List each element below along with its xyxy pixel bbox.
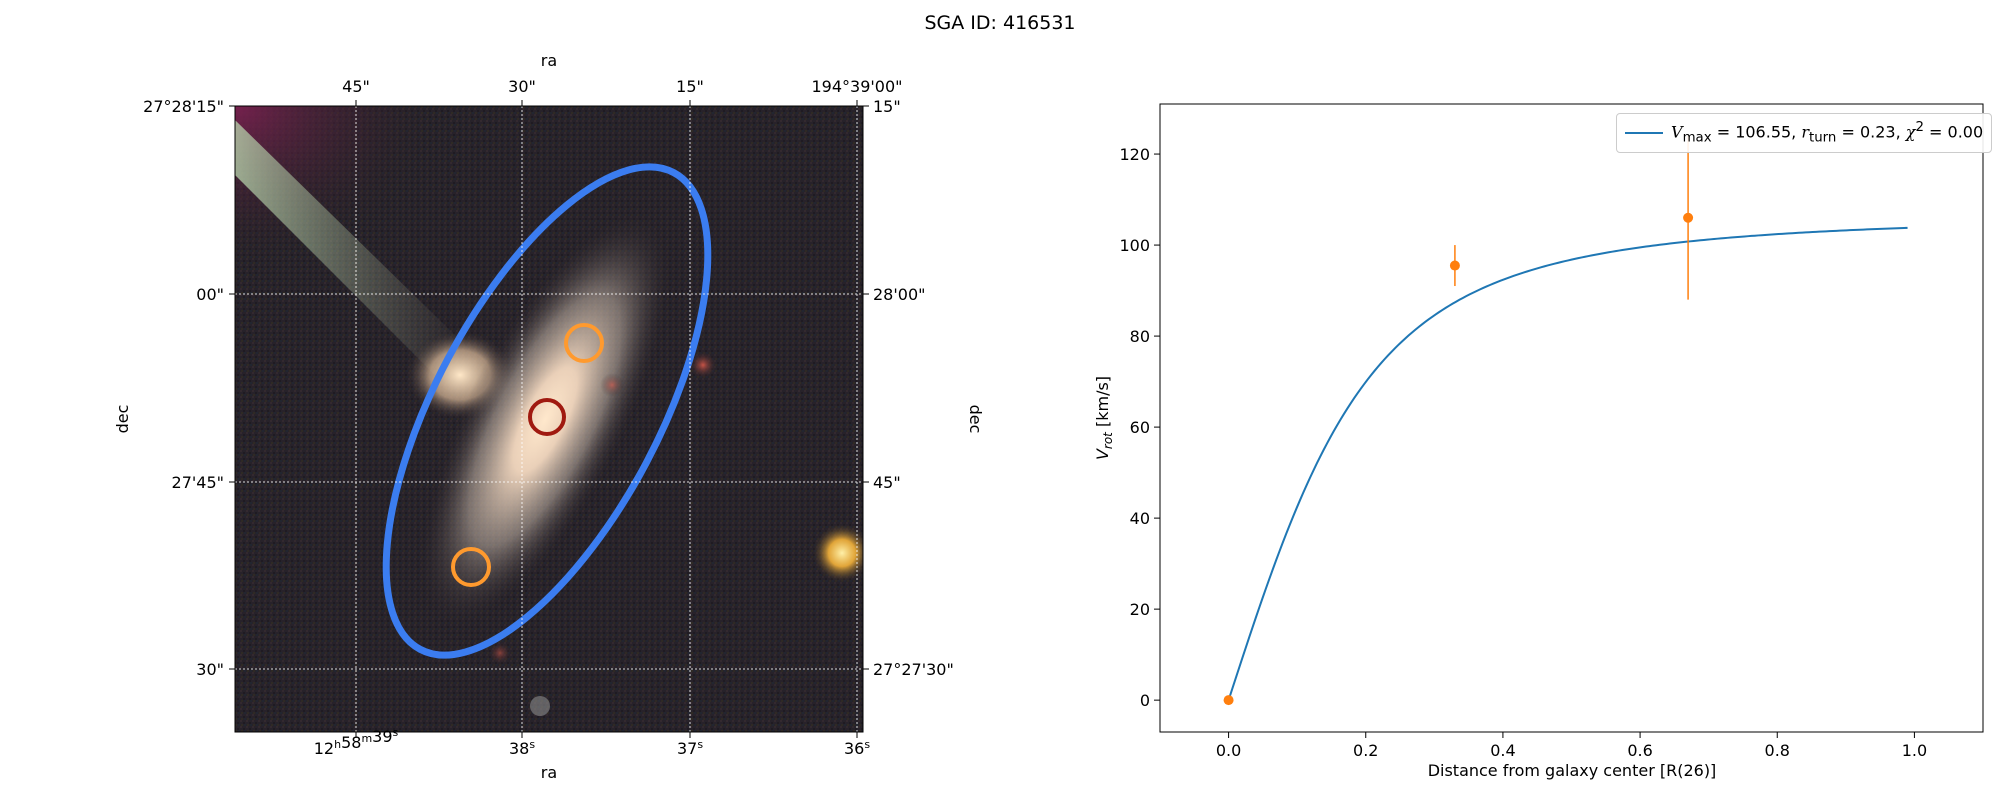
data-point bbox=[1449, 260, 1460, 271]
ra-bottom-tick-label: 12h58m39s bbox=[314, 726, 399, 758]
data-points bbox=[1223, 135, 1694, 706]
figure-title: SGA ID: 416531 bbox=[924, 12, 1076, 34]
ra-bottom-axis-label: ra bbox=[541, 763, 557, 782]
legend-rturn-value: 0.23 bbox=[1859, 122, 1896, 142]
sky-image bbox=[235, 106, 863, 732]
x-axis-label: Distance from galaxy center [R(26)] bbox=[1428, 761, 1717, 780]
ra-top-tick-label: 15" bbox=[676, 77, 704, 96]
legend: Vmax = 106.55, rturn = 0.23, χ2 = 0.00 bbox=[1616, 113, 1993, 153]
dec-left-tick-label: 00" bbox=[196, 285, 224, 304]
dec-right-axis-label: dec bbox=[966, 405, 985, 434]
x-axis-ticks: 0.0 0.2 0.4 0.6 0.8 1.0 bbox=[1216, 732, 1927, 760]
y-tick-label: 0 bbox=[1140, 691, 1150, 710]
offset-fiber-marker bbox=[564, 323, 604, 363]
rotation-curve-panel: 0.0 0.2 0.4 0.6 0.8 1.0 0 20 40 60 80 100 120 Dista… bbox=[1093, 103, 1984, 780]
dec-left-tick-label: 27°28'15" bbox=[143, 97, 224, 116]
plot-frame bbox=[1159, 103, 1984, 733]
legend-chi2-value: 0.00 bbox=[1947, 122, 1984, 142]
dec-right-tick-label: 45" bbox=[873, 473, 901, 492]
ra-bottom-tick-label: 37s bbox=[677, 738, 703, 758]
ra-bottom-tick-label: 38s bbox=[509, 738, 535, 758]
x-tick-label: 0.6 bbox=[1627, 741, 1652, 760]
dec-left-tick-label: 27'45" bbox=[172, 473, 224, 492]
data-point bbox=[1683, 212, 1694, 223]
x-tick-label: 1.0 bbox=[1902, 741, 1927, 760]
offset-fiber-marker bbox=[451, 547, 491, 587]
y-tick-label: 40 bbox=[1130, 509, 1150, 528]
x-tick-label: 0.0 bbox=[1216, 741, 1241, 760]
ra-top-tick-label: 30" bbox=[508, 77, 536, 96]
ra-top-tick-label: 45" bbox=[342, 77, 370, 96]
ra-top-axis-label: ra bbox=[541, 51, 557, 70]
dec-right-tick-label: 27°27'30" bbox=[873, 660, 954, 679]
y-tick-label: 120 bbox=[1119, 145, 1150, 164]
x-tick-label: 0.8 bbox=[1765, 741, 1790, 760]
legend-label: Vmax = 106.55, rturn = 0.23, χ2 = 0.00 bbox=[1671, 120, 1984, 146]
sky-image-panel: 45" 30" 15" 194°39'00" 12h58m39s 38s 37s… bbox=[113, 51, 985, 782]
data-point bbox=[1223, 695, 1234, 706]
ra-bottom-tick-label: 36s bbox=[844, 738, 870, 758]
y-tick-label: 100 bbox=[1119, 236, 1150, 255]
image-ticks bbox=[229, 100, 869, 738]
y-tick-label: 60 bbox=[1130, 418, 1150, 437]
y-tick-label: 80 bbox=[1130, 327, 1150, 346]
ra-top-tick-label: 194°39'00" bbox=[811, 77, 902, 96]
x-tick-label: 0.2 bbox=[1353, 741, 1378, 760]
center-fiber-marker bbox=[528, 398, 566, 436]
y-axis-label: Vrot [km/s] bbox=[1093, 376, 1115, 460]
model-curve bbox=[1227, 226, 1908, 701]
dec-left-tick-label: 30" bbox=[196, 660, 224, 679]
image-frame bbox=[234, 105, 864, 733]
dec-left-axis-label: dec bbox=[113, 405, 132, 434]
y-tick-label: 20 bbox=[1130, 600, 1150, 619]
coordinate-grid bbox=[235, 106, 863, 732]
legend-line-swatch bbox=[1625, 131, 1663, 134]
y-axis-ticks: 0 20 40 60 80 100 120 bbox=[1119, 145, 1160, 710]
dec-right-tick-label: 28'00" bbox=[873, 285, 925, 304]
x-tick-label: 0.4 bbox=[1490, 741, 1515, 760]
dec-right-tick-label: 15" bbox=[873, 97, 901, 116]
galaxy-ellipse bbox=[382, 163, 712, 659]
legend-vmax-value: 106.55 bbox=[1735, 122, 1792, 142]
